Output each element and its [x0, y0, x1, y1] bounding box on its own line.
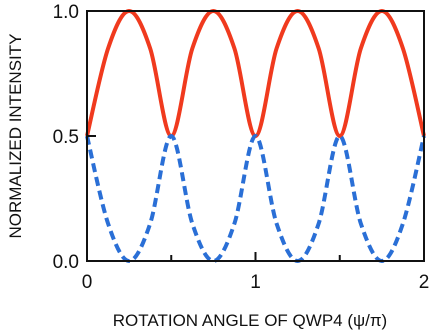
series-line-1 — [85, 9, 426, 138]
y-tick-label: 0.0 — [53, 252, 79, 273]
y-tick-label: 1.0 — [53, 2, 79, 23]
curves-layer — [85, 9, 426, 263]
x-tick-label: 1 — [250, 272, 261, 293]
x-axis-label: ROTATION ANGLE OF QWP4 (ψ/π) — [113, 311, 387, 330]
tick-labels-layer: 0 1 2 0.0 0.5 1.0 — [53, 2, 430, 293]
x-tick-label: 2 — [419, 272, 430, 293]
x-tick-label: 0 — [82, 272, 93, 293]
y-tick-label: 0.5 — [53, 127, 79, 148]
series-line-2 — [85, 134, 426, 263]
y-axis-label: NORMALIZED INTENSITY — [6, 34, 25, 239]
ticks-layer — [86, 10, 425, 262]
